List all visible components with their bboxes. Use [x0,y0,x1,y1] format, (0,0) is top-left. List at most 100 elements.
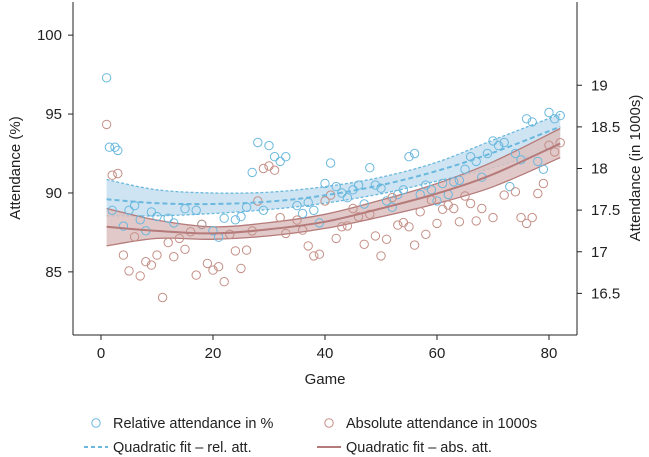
x-tick-label: 20 [205,345,222,362]
absolute-attendance-point [208,265,218,275]
relative-attendance-point [527,117,537,127]
relative-attendance-point [533,156,543,167]
relative-attendance-point [264,140,274,151]
relative-attendance-point [124,205,134,216]
relative-attendance-point [169,218,179,228]
x-tick-label: 80 [541,345,558,362]
relative-attendance-point [191,205,201,216]
fit-band-abs [106,128,561,246]
absolute-attendance-point [398,217,409,228]
relative-attendance-point [236,211,246,222]
absolute-attendance-point [253,196,263,206]
left-y-tick-label: 85 [45,264,62,281]
relative-attendance-point [505,181,515,192]
relative-attendance-point [146,207,157,217]
relative-attendance-point [281,152,291,162]
relative-attendance-point [135,215,145,225]
relative-attendance-point [437,178,448,189]
legend-label-fit-abs: Quadratic fit – abs. att. [346,440,492,456]
fit-band-upper-abs [106,127,561,228]
x-tick-label: 60 [429,345,446,362]
legend-label-relative-attendance: Relative attendance in % [113,416,274,432]
absolute-attendance-point [381,234,392,245]
relative-attendance-point [152,211,162,222]
absolute-attendance-point [135,271,145,281]
relative-attendance-point [393,189,403,200]
right-y-tick-label: 17.5 [591,202,620,219]
relative-attendance-point [449,177,459,187]
relative-attendance-point [365,163,375,173]
relative-attendance-point [253,137,263,148]
absolute-attendance-point [230,246,241,256]
absolute-attendance-point [521,218,532,229]
absolute-attendance-point [331,233,341,244]
absolute-attendance-point [421,229,431,240]
relative-attendance-point [320,178,330,189]
absolute-attendance-point [510,187,521,197]
absolute-attendance-point [113,168,123,179]
absolute-attendance-point [404,222,414,232]
relative-attendance-point [101,73,112,83]
absolute-attendance-point [146,260,157,270]
absolute-attendance-point [124,266,134,276]
relative-attendance-point [521,114,532,124]
absolute-attendance-point [471,216,481,226]
relative-attendance-point [219,213,229,223]
relative-attendance-point [376,183,386,193]
absolute-attendance-point [314,249,325,259]
absolute-attendance-point [549,147,560,157]
absolute-attendance-point [241,245,252,255]
relative-attendance-point [482,148,493,159]
relative-attendance-point [538,164,549,175]
relative-attendance-point [421,180,431,190]
relative-attendance-point [426,185,437,195]
absolute-attendance-point [107,170,117,180]
legend-marker-relative-attendance [91,418,101,428]
relative-attendance-point [107,205,117,216]
absolute-attendance-point [387,192,397,203]
relative-attendance-point [409,148,420,159]
absolute-attendance-point [269,165,280,175]
relative-attendance-point [549,114,560,124]
left-y-tick-label: 95 [45,106,62,123]
absolute-attendance-point [320,196,330,206]
absolute-attendance-point [538,178,549,189]
right-y-tick-label: 17 [591,244,608,261]
relative-attendance-point [113,145,123,156]
relative-attendance-point [110,142,120,152]
relative-attendance-point [163,213,173,223]
absolute-attendance-point [292,215,302,225]
left-y-tick-label: 100 [37,27,62,44]
right-y-tick-label: 18.5 [591,119,620,136]
right-y-tick-label: 18 [591,161,608,178]
absolute-attendance-point [499,190,509,200]
absolute-attendance-point [225,229,235,240]
absolute-attendance-point [169,252,179,262]
relative-attendance-point [460,164,470,175]
relative-attendance-point [118,221,129,231]
relative-attendance-point [499,137,509,148]
relative-attendance-point [398,185,409,195]
absolute-attendance-point [432,218,442,229]
x-tick-label: 0 [97,345,105,362]
absolute-attendance-point [197,219,207,230]
absolute-attendance-point [236,263,246,274]
legend: Relative attendance in % Absolute attend… [84,416,537,456]
absolute-attendance-point [202,258,213,269]
absolute-attendance-point [477,203,487,214]
relative-attendance-point [359,199,369,209]
relative-attendance-point [342,193,353,203]
absolute-attendance-point [129,232,140,242]
absolute-attendance-point [213,262,224,272]
absolute-attendance-point [488,212,498,223]
fit-band-lower-abs [106,157,561,247]
absolute-attendance-point [376,251,386,261]
fit-band-lower-rel [106,145,561,217]
absolute-attendance-point [118,250,129,260]
relative-attendance-point [292,200,302,211]
fit-band-rel [106,114,561,216]
absolute-attendance-point [465,198,476,209]
absolute-attendance-point [163,237,173,248]
absolute-attendance-point [365,209,375,220]
relative-attendance-point [493,140,504,151]
